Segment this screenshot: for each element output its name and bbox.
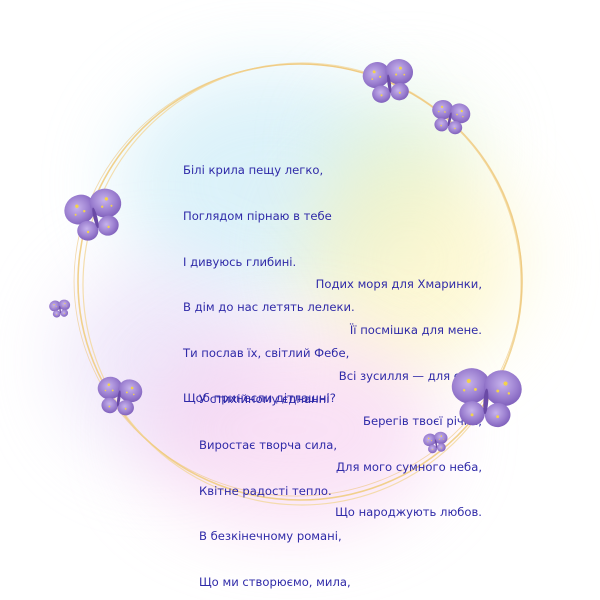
watercolor-wash	[140, 330, 440, 530]
poem-line: У стихійному єднанні	[199, 392, 330, 407]
butterfly-icon	[47, 297, 73, 321]
poem-line: Ти послав їх, світлий Фебе,	[183, 345, 350, 360]
watercolor-wash	[300, 150, 520, 370]
poem-line: Щоб принесли дітлашні?	[183, 391, 336, 406]
poem-line: В безкінечному романі,	[199, 529, 342, 544]
poem-line: Що ми створюємо, мила,	[199, 574, 351, 589]
poem-line: Поглядом пірнаю в тебе	[183, 209, 332, 224]
poem-line: Для мого сумного неба,	[335, 459, 482, 474]
butterfly-icon	[89, 370, 149, 423]
poem-line: Квітне радості тепло.	[199, 483, 332, 498]
butterfly-icon	[444, 359, 529, 438]
poem-line: І дивуюсь глибині.	[183, 254, 297, 269]
butterfly-icon	[420, 428, 452, 458]
poem-line: Подих моря для Хмаринки,	[315, 277, 482, 292]
butterfly-icon	[357, 52, 422, 112]
poem-line: Її посмішка для мене.	[349, 323, 482, 338]
poem-line: Виростає творча сила,	[199, 438, 338, 453]
stanza-1: Білі крила пещу легко, Поглядом пірнаю в…	[183, 133, 355, 437]
poem-line: Білі крила пещу легко,	[183, 163, 324, 178]
stanza-3: У стихійному єднанні Виростає творча сил…	[199, 362, 351, 600]
poem-line: В дім до нас летять лелеки.	[183, 300, 355, 315]
poem-line: Що народжують любов.	[335, 505, 482, 520]
